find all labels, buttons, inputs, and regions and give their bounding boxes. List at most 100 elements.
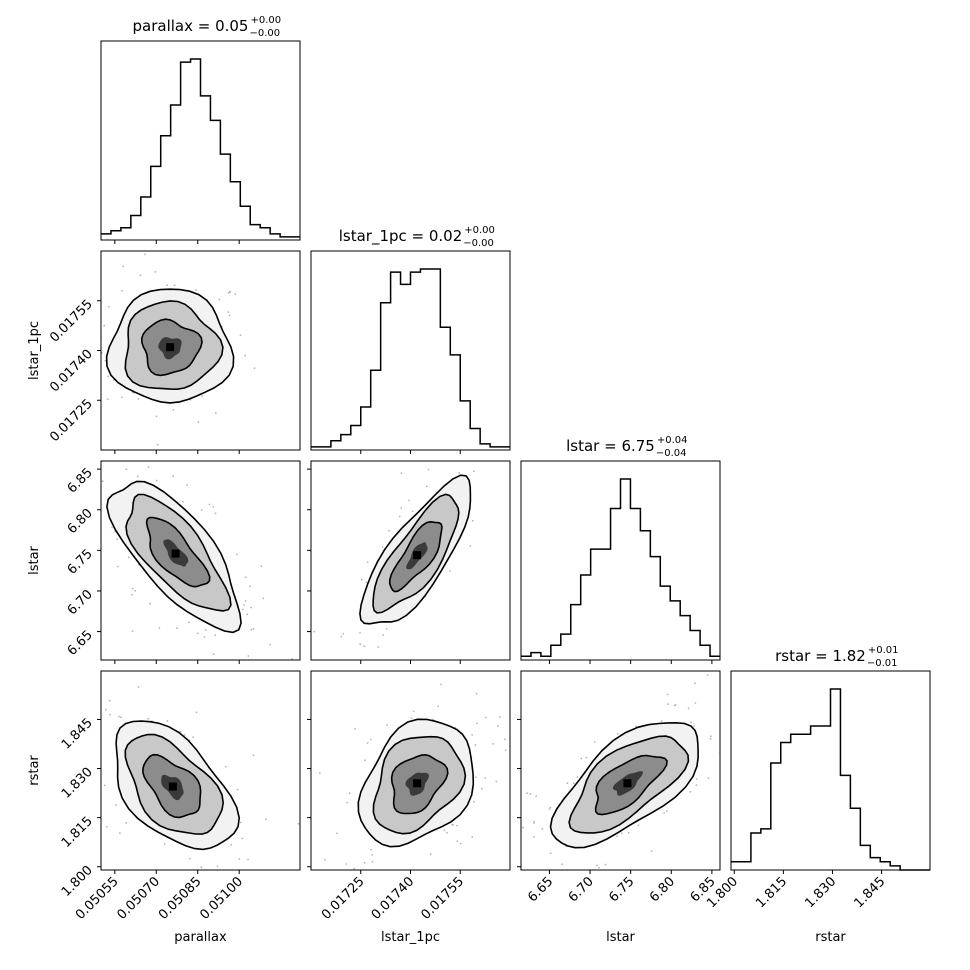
- sample-point: [549, 852, 552, 854]
- sample-point: [83, 746, 85, 748]
- contour-line-3: [594, 754, 668, 816]
- contour-line-3: [145, 516, 211, 588]
- sample-point: [197, 421, 200, 424]
- pair-content-lstar_1pc-lstar: [313, 444, 505, 669]
- sample-point: [687, 707, 690, 710]
- pair-panel-lstar-rstar: [517, 670, 721, 874]
- sample-point: [364, 759, 366, 762]
- sample-point: [596, 864, 598, 867]
- sample-point: [234, 293, 237, 295]
- sample-point: [370, 738, 372, 741]
- sample-point: [576, 776, 579, 778]
- sample-point: [188, 621, 190, 624]
- sample-point: [346, 801, 348, 804]
- xaxis-lstar_1pc: 0.01725 0.01740 0.01755 lstar_1pc: [319, 874, 467, 945]
- sample-point: [175, 875, 177, 877]
- sample-point: [398, 515, 401, 518]
- frame-lstar-rstar: [520, 670, 721, 871]
- sample-point: [572, 782, 575, 785]
- sample-point: [363, 861, 366, 864]
- sample-point: [504, 738, 506, 741]
- sample-point: [53, 445, 55, 447]
- sample-point: [666, 693, 669, 696]
- sample-point: [474, 744, 477, 746]
- sample-point: [650, 850, 653, 852]
- sample-point: [621, 832, 623, 835]
- sample-point: [107, 375, 109, 378]
- sample-point: [503, 444, 505, 446]
- sample-point: [118, 715, 120, 718]
- sample-point: [155, 479, 158, 482]
- mode-marker: [166, 343, 175, 352]
- sample-point: [90, 349, 92, 351]
- sample-point: [89, 755, 91, 757]
- sample-point: [83, 378, 85, 380]
- sample-point: [635, 725, 637, 728]
- sample-point: [408, 499, 410, 502]
- sample-point: [616, 733, 619, 735]
- sample-point: [156, 443, 159, 446]
- sample-point: [519, 838, 521, 840]
- sample-point: [566, 782, 569, 784]
- sample-point: [690, 721, 692, 723]
- sample-point: [549, 806, 552, 809]
- sample-point: [225, 765, 227, 768]
- sample-point: [471, 734, 473, 736]
- sample-point: [267, 897, 269, 899]
- sample-point: [173, 284, 176, 287]
- sample-point: [667, 703, 669, 705]
- sample-point: [409, 896, 411, 898]
- sample-point: [481, 787, 483, 790]
- contour-line-2: [568, 735, 690, 834]
- sample-point: [336, 667, 338, 669]
- sample-point: [474, 448, 476, 450]
- pair-content-parallax-lstar_1pc: [83, 253, 256, 446]
- sample-point: [449, 570, 451, 572]
- ylabel-rstar: rstar: [27, 755, 42, 786]
- sample-point: [363, 874, 365, 876]
- sample-point: [119, 832, 121, 835]
- sample-point: [125, 468, 128, 471]
- sample-point: [548, 808, 551, 810]
- sample-point: [211, 872, 213, 874]
- ytick-label-lstar: 6.70: [65, 587, 96, 618]
- mode-marker: [171, 549, 180, 558]
- hist-panel-rstar: rstar = 1.82 +0.01 −0.01: [730, 645, 931, 874]
- sample-point: [144, 253, 146, 256]
- sample-point: [246, 613, 249, 616]
- contour-line-1: [359, 474, 472, 625]
- xtick-label-parallax: 0.05085: [156, 874, 205, 923]
- sample-point: [709, 735, 712, 738]
- sample-point: [203, 636, 206, 638]
- sample-point: [227, 311, 230, 313]
- sample-point: [230, 843, 233, 846]
- title-lstar: lstar = 6.75 +0.04 −0.04: [566, 435, 687, 459]
- sample-point: [475, 692, 478, 695]
- sample-point: [354, 728, 356, 730]
- frame-parallax-lstar: [100, 460, 301, 661]
- pair-panel-parallax-lstar_1pc: [83, 250, 301, 454]
- contour-line-1: [549, 721, 699, 849]
- sample-point: [470, 456, 472, 458]
- sample-point: [250, 628, 253, 631]
- sample-point: [313, 630, 316, 633]
- sample-point: [204, 629, 207, 631]
- sample-point: [139, 274, 142, 277]
- sample-point: [163, 843, 166, 845]
- sample-point: [319, 772, 321, 774]
- sample-point: [473, 800, 475, 803]
- sample-point: [252, 627, 255, 630]
- sample-point: [348, 792, 351, 795]
- sample-point: [228, 314, 231, 317]
- sample-point: [400, 507, 403, 509]
- sample-point: [201, 395, 204, 398]
- sample-point: [580, 757, 583, 760]
- hist-panel-parallax: parallax = 0.05 +0.00 −0.00: [100, 15, 301, 244]
- contour-line-1: [115, 720, 241, 851]
- title-upper-lstar_1pc: +0.00: [464, 225, 495, 236]
- xtick-label-lstar: 6.70: [566, 874, 597, 905]
- sample-point: [109, 713, 111, 716]
